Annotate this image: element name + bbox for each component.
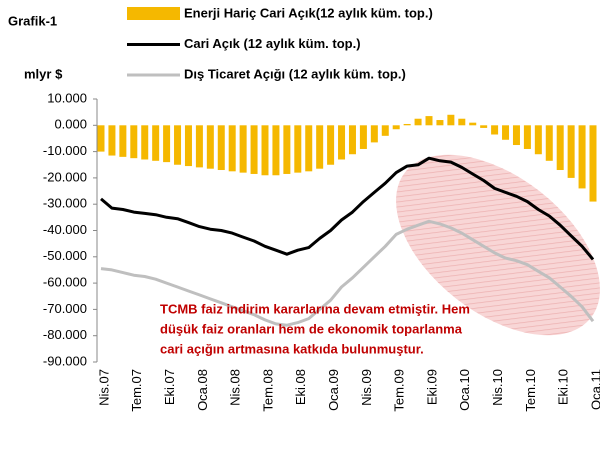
bar — [338, 125, 346, 160]
legend-label: Enerji Hariç Cari Açık(12 aylık küm. top… — [184, 5, 433, 20]
x-tick-label: Nis.09 — [359, 369, 374, 406]
bar — [502, 125, 510, 140]
bar — [327, 125, 335, 165]
bar — [97, 125, 105, 152]
bar — [447, 114, 455, 126]
bar — [414, 118, 422, 126]
x-tick-label: Eki.08 — [293, 369, 308, 405]
y-tick-label: -40.000 — [43, 222, 87, 237]
y-tick-label: -30.000 — [43, 196, 87, 211]
bar — [491, 125, 499, 135]
bar — [195, 125, 203, 168]
line — [100, 219, 595, 327]
bar — [348, 125, 356, 155]
bar — [589, 125, 597, 202]
x-tick-label: Nis.07 — [96, 369, 111, 406]
y-tick-label: -10.000 — [43, 143, 87, 158]
y-tick-label: -60.000 — [43, 275, 87, 290]
bar — [392, 125, 400, 130]
y-tick-label: -90.000 — [43, 353, 87, 368]
bar — [152, 125, 160, 161]
legend-label: Dış Ticaret Açığı (12 aylık küm. top.) — [184, 66, 406, 81]
bar — [458, 118, 466, 126]
bar — [272, 125, 280, 176]
x-tick-label: Oca.08 — [195, 369, 210, 411]
bar — [163, 125, 171, 163]
annotation: TCMB faiz indirim kararlarına devam etmi… — [160, 301, 470, 316]
y-axis-label: mlyr $ — [24, 66, 63, 81]
bar — [141, 125, 149, 160]
x-tick-label: Eki.07 — [162, 369, 177, 405]
bar — [184, 125, 192, 167]
y-tick-label: -80.000 — [43, 327, 87, 342]
legend-swatch — [127, 7, 180, 20]
y-tick-label: -20.000 — [43, 169, 87, 184]
bar — [261, 125, 269, 176]
bar — [359, 125, 367, 149]
bar — [534, 125, 542, 155]
bar — [436, 120, 444, 126]
chart-title: Grafik-1 — [8, 13, 57, 28]
x-tick-label: Nis.08 — [228, 369, 243, 406]
bar — [480, 125, 488, 128]
bar — [425, 116, 433, 126]
bar — [294, 125, 302, 173]
bar — [381, 125, 389, 136]
x-tick-label: Nis.10 — [490, 369, 505, 406]
bar — [567, 125, 575, 178]
bar — [217, 125, 225, 171]
bar — [283, 125, 291, 174]
bar — [469, 122, 477, 126]
bar — [239, 125, 247, 173]
highlight-ellipse — [396, 154, 600, 336]
bar — [174, 125, 182, 165]
bar — [545, 125, 553, 161]
x-tick-label: Tem.08 — [260, 369, 275, 412]
legend-label: Cari Açık (12 aylık küm. top.) — [184, 36, 361, 51]
x-tick-label: Oca.10 — [457, 369, 472, 411]
line — [100, 156, 595, 261]
bar — [556, 125, 564, 171]
bar — [130, 125, 138, 159]
x-tick-label: Oca.09 — [326, 369, 341, 411]
bar — [305, 125, 313, 172]
bar — [206, 125, 214, 169]
bar — [403, 123, 411, 126]
bar — [512, 125, 520, 146]
annotation: cari açığın artmasına katkıda bulunmuştu… — [160, 341, 424, 356]
annotation: düşük faiz oranları hem de ekonomik topa… — [160, 321, 463, 336]
bar — [228, 125, 236, 172]
x-tick-label: Tem.09 — [392, 369, 407, 412]
y-tick-label: 0.000 — [54, 117, 87, 132]
y-tick-label: -50.000 — [43, 248, 87, 263]
bar — [523, 125, 531, 149]
bar — [316, 125, 324, 169]
bar — [578, 125, 586, 189]
x-tick-label: Eki.10 — [556, 369, 571, 405]
bar — [119, 125, 127, 157]
bar — [370, 125, 378, 143]
y-tick-label: 10.000 — [47, 90, 87, 105]
x-tick-label: Tem.07 — [129, 369, 144, 412]
x-tick-label: Eki.09 — [424, 369, 439, 405]
x-tick-label: Tem.10 — [523, 369, 538, 412]
bar — [250, 125, 258, 174]
y-tick-label: -70.000 — [43, 301, 87, 316]
bar — [108, 125, 116, 156]
x-tick-label: Oca.11 — [588, 369, 600, 410]
